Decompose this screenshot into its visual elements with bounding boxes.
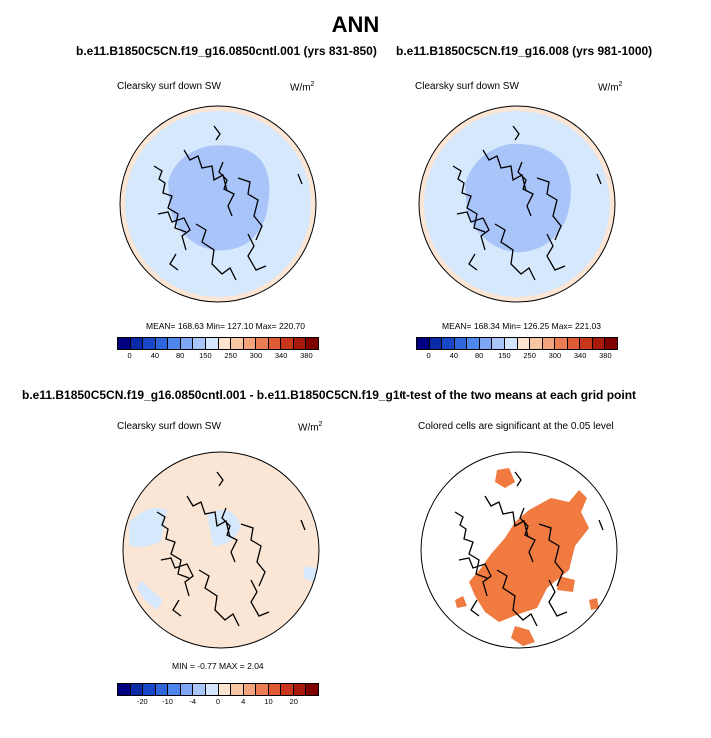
colorbar-tick-label: 20 bbox=[289, 697, 298, 706]
colorbar-swatch bbox=[231, 684, 244, 695]
colorbar-swatch bbox=[243, 338, 257, 349]
colorbar-tick-label: 340 bbox=[274, 351, 288, 360]
colorbar-swatch bbox=[168, 684, 181, 695]
colorbar-tick-label: 300 bbox=[249, 351, 263, 360]
colorbar-tick-label: 10 bbox=[264, 697, 273, 706]
colorbar-swatch bbox=[417, 338, 430, 349]
colorbar-tick-label: 150 bbox=[199, 351, 212, 360]
colorbar-swatch bbox=[306, 338, 318, 349]
panel-3-colorbar-swatches bbox=[117, 683, 319, 696]
colorbar-swatch bbox=[155, 684, 169, 695]
colorbar-swatch bbox=[143, 338, 156, 349]
colorbar-swatch bbox=[454, 338, 468, 349]
panel-2-polar-map bbox=[418, 105, 616, 303]
colorbar-swatch bbox=[504, 338, 518, 349]
panel-4-subtitle: Colored cells are significant at the 0.0… bbox=[418, 421, 614, 432]
colorbar-swatch bbox=[243, 684, 257, 695]
panel-3-variable-label: Clearsky surf down SW bbox=[117, 421, 221, 432]
colorbar-swatch bbox=[293, 338, 307, 349]
colorbar-tick-label: 250 bbox=[523, 351, 536, 360]
colorbar-swatch bbox=[130, 338, 144, 349]
colorbar-tick-label: 250 bbox=[224, 351, 237, 360]
panel-1-units: W/m2 bbox=[290, 81, 315, 94]
panel-4-significance-map bbox=[420, 451, 618, 649]
panel-2-colorbar: 0 40 80 150 250 300 340 380 bbox=[416, 337, 618, 362]
colorbar-swatch bbox=[281, 684, 294, 695]
colorbar-swatch bbox=[218, 684, 232, 695]
colorbar-swatch bbox=[281, 338, 294, 349]
colorbar-swatch bbox=[442, 338, 455, 349]
colorbar-swatch bbox=[306, 684, 318, 695]
colorbar-swatch bbox=[205, 338, 219, 349]
colorbar-tick-label: -10 bbox=[162, 697, 173, 706]
panel-3-stats: MIN = -0.77 MAX = 2.04 bbox=[172, 661, 264, 671]
page-title: ANN bbox=[331, 12, 380, 37]
colorbar-swatch bbox=[168, 338, 181, 349]
colorbar-tick-label: 0 bbox=[426, 351, 431, 360]
colorbar-tick-label: 340 bbox=[573, 351, 587, 360]
colorbar-swatch bbox=[218, 338, 232, 349]
panel-2-colorbar-ticks: 0 40 80 150 250 300 340 380 bbox=[416, 350, 618, 362]
panel-1-stats: MEAN= 168.63 Min= 127.10 Max= 220.70 bbox=[146, 321, 306, 331]
colorbar-swatch bbox=[605, 338, 617, 349]
colorbar-swatch bbox=[467, 338, 480, 349]
panel-1-colorbar-swatches bbox=[117, 337, 319, 350]
colorbar-tick-label: -4 bbox=[189, 697, 197, 706]
colorbar-swatch bbox=[479, 338, 493, 349]
colorbar-swatch bbox=[205, 684, 219, 695]
colorbar-tick-label: 40 bbox=[449, 351, 459, 360]
colorbar-swatch bbox=[231, 338, 244, 349]
colorbar-tick-label: 380 bbox=[300, 351, 313, 360]
panel-2-units: W/m2 bbox=[598, 81, 623, 94]
panel-3-colorbar-ticks: -20 -10 -4 0 4 10 20 bbox=[117, 696, 319, 708]
colorbar-swatch bbox=[256, 338, 269, 349]
panel-2-case-title: b.e11.B1850C5CN.f19_g16.008 (yrs 981-100… bbox=[396, 44, 653, 58]
colorbar-swatch bbox=[555, 338, 568, 349]
colorbar-swatch bbox=[517, 338, 531, 349]
colorbar-swatch bbox=[193, 684, 206, 695]
colorbar-swatch bbox=[268, 684, 282, 695]
colorbar-tick-label: 150 bbox=[498, 351, 511, 360]
panel-3-polar-map bbox=[122, 451, 320, 649]
colorbar-swatch bbox=[567, 338, 581, 349]
panel-1-polar-map bbox=[119, 105, 317, 303]
panel-2-colorbar-swatches bbox=[416, 337, 618, 350]
panel-4-title: t-test of the two means at each grid poi… bbox=[402, 388, 637, 402]
colorbar-swatch bbox=[268, 338, 282, 349]
panel-1-case-title: b.e11.B1850C5CN.f19_g16.0850cntl.001 (yr… bbox=[76, 44, 377, 58]
colorbar-swatch bbox=[530, 338, 543, 349]
colorbar-swatch bbox=[118, 338, 131, 349]
colorbar-swatch bbox=[118, 684, 131, 695]
colorbar-swatch bbox=[155, 338, 169, 349]
colorbar-swatch bbox=[492, 338, 505, 349]
colorbar-tick-label: 4 bbox=[241, 697, 246, 706]
colorbar-tick-label: 40 bbox=[150, 351, 160, 360]
colorbar-swatch bbox=[143, 684, 156, 695]
colorbar-tick-label: 380 bbox=[599, 351, 612, 360]
colorbar-tick-label: 80 bbox=[474, 351, 484, 360]
colorbar-swatch bbox=[429, 338, 443, 349]
colorbar-swatch bbox=[180, 338, 194, 349]
colorbar-swatch bbox=[542, 338, 556, 349]
colorbar-tick-label: 300 bbox=[548, 351, 562, 360]
colorbar-swatch bbox=[193, 338, 206, 349]
panel-2-variable-label: Clearsky surf down SW bbox=[415, 81, 519, 92]
panel-2-stats: MEAN= 168.34 Min= 126.25 Max= 221.03 bbox=[442, 321, 602, 331]
colorbar-tick-label: 80 bbox=[175, 351, 185, 360]
panel-1-colorbar: 0 40 80 150 250 300 340 380 bbox=[117, 337, 319, 362]
panel-1-variable-label: Clearsky surf down SW bbox=[117, 81, 221, 92]
panel-3-units: W/m2 bbox=[298, 421, 323, 434]
colorbar-swatch bbox=[180, 684, 194, 695]
colorbar-tick-label: 0 bbox=[127, 351, 132, 360]
panel-1-colorbar-ticks: 0 40 80 150 250 300 340 380 bbox=[117, 350, 319, 362]
colorbar-swatch bbox=[580, 338, 593, 349]
colorbar-swatch bbox=[130, 684, 144, 695]
panel-3-case-title: b.e11.B1850C5CN.f19_g16.0850cntl.001 - b… bbox=[22, 388, 402, 402]
colorbar-swatch bbox=[293, 684, 307, 695]
colorbar-tick-label: -20 bbox=[136, 697, 148, 706]
colorbar-tick-label: 0 bbox=[215, 697, 221, 706]
colorbar-swatch bbox=[592, 338, 606, 349]
panel-3-colorbar: -20 -10 -4 0 4 10 20 bbox=[117, 683, 319, 708]
colorbar-swatch bbox=[256, 684, 269, 695]
